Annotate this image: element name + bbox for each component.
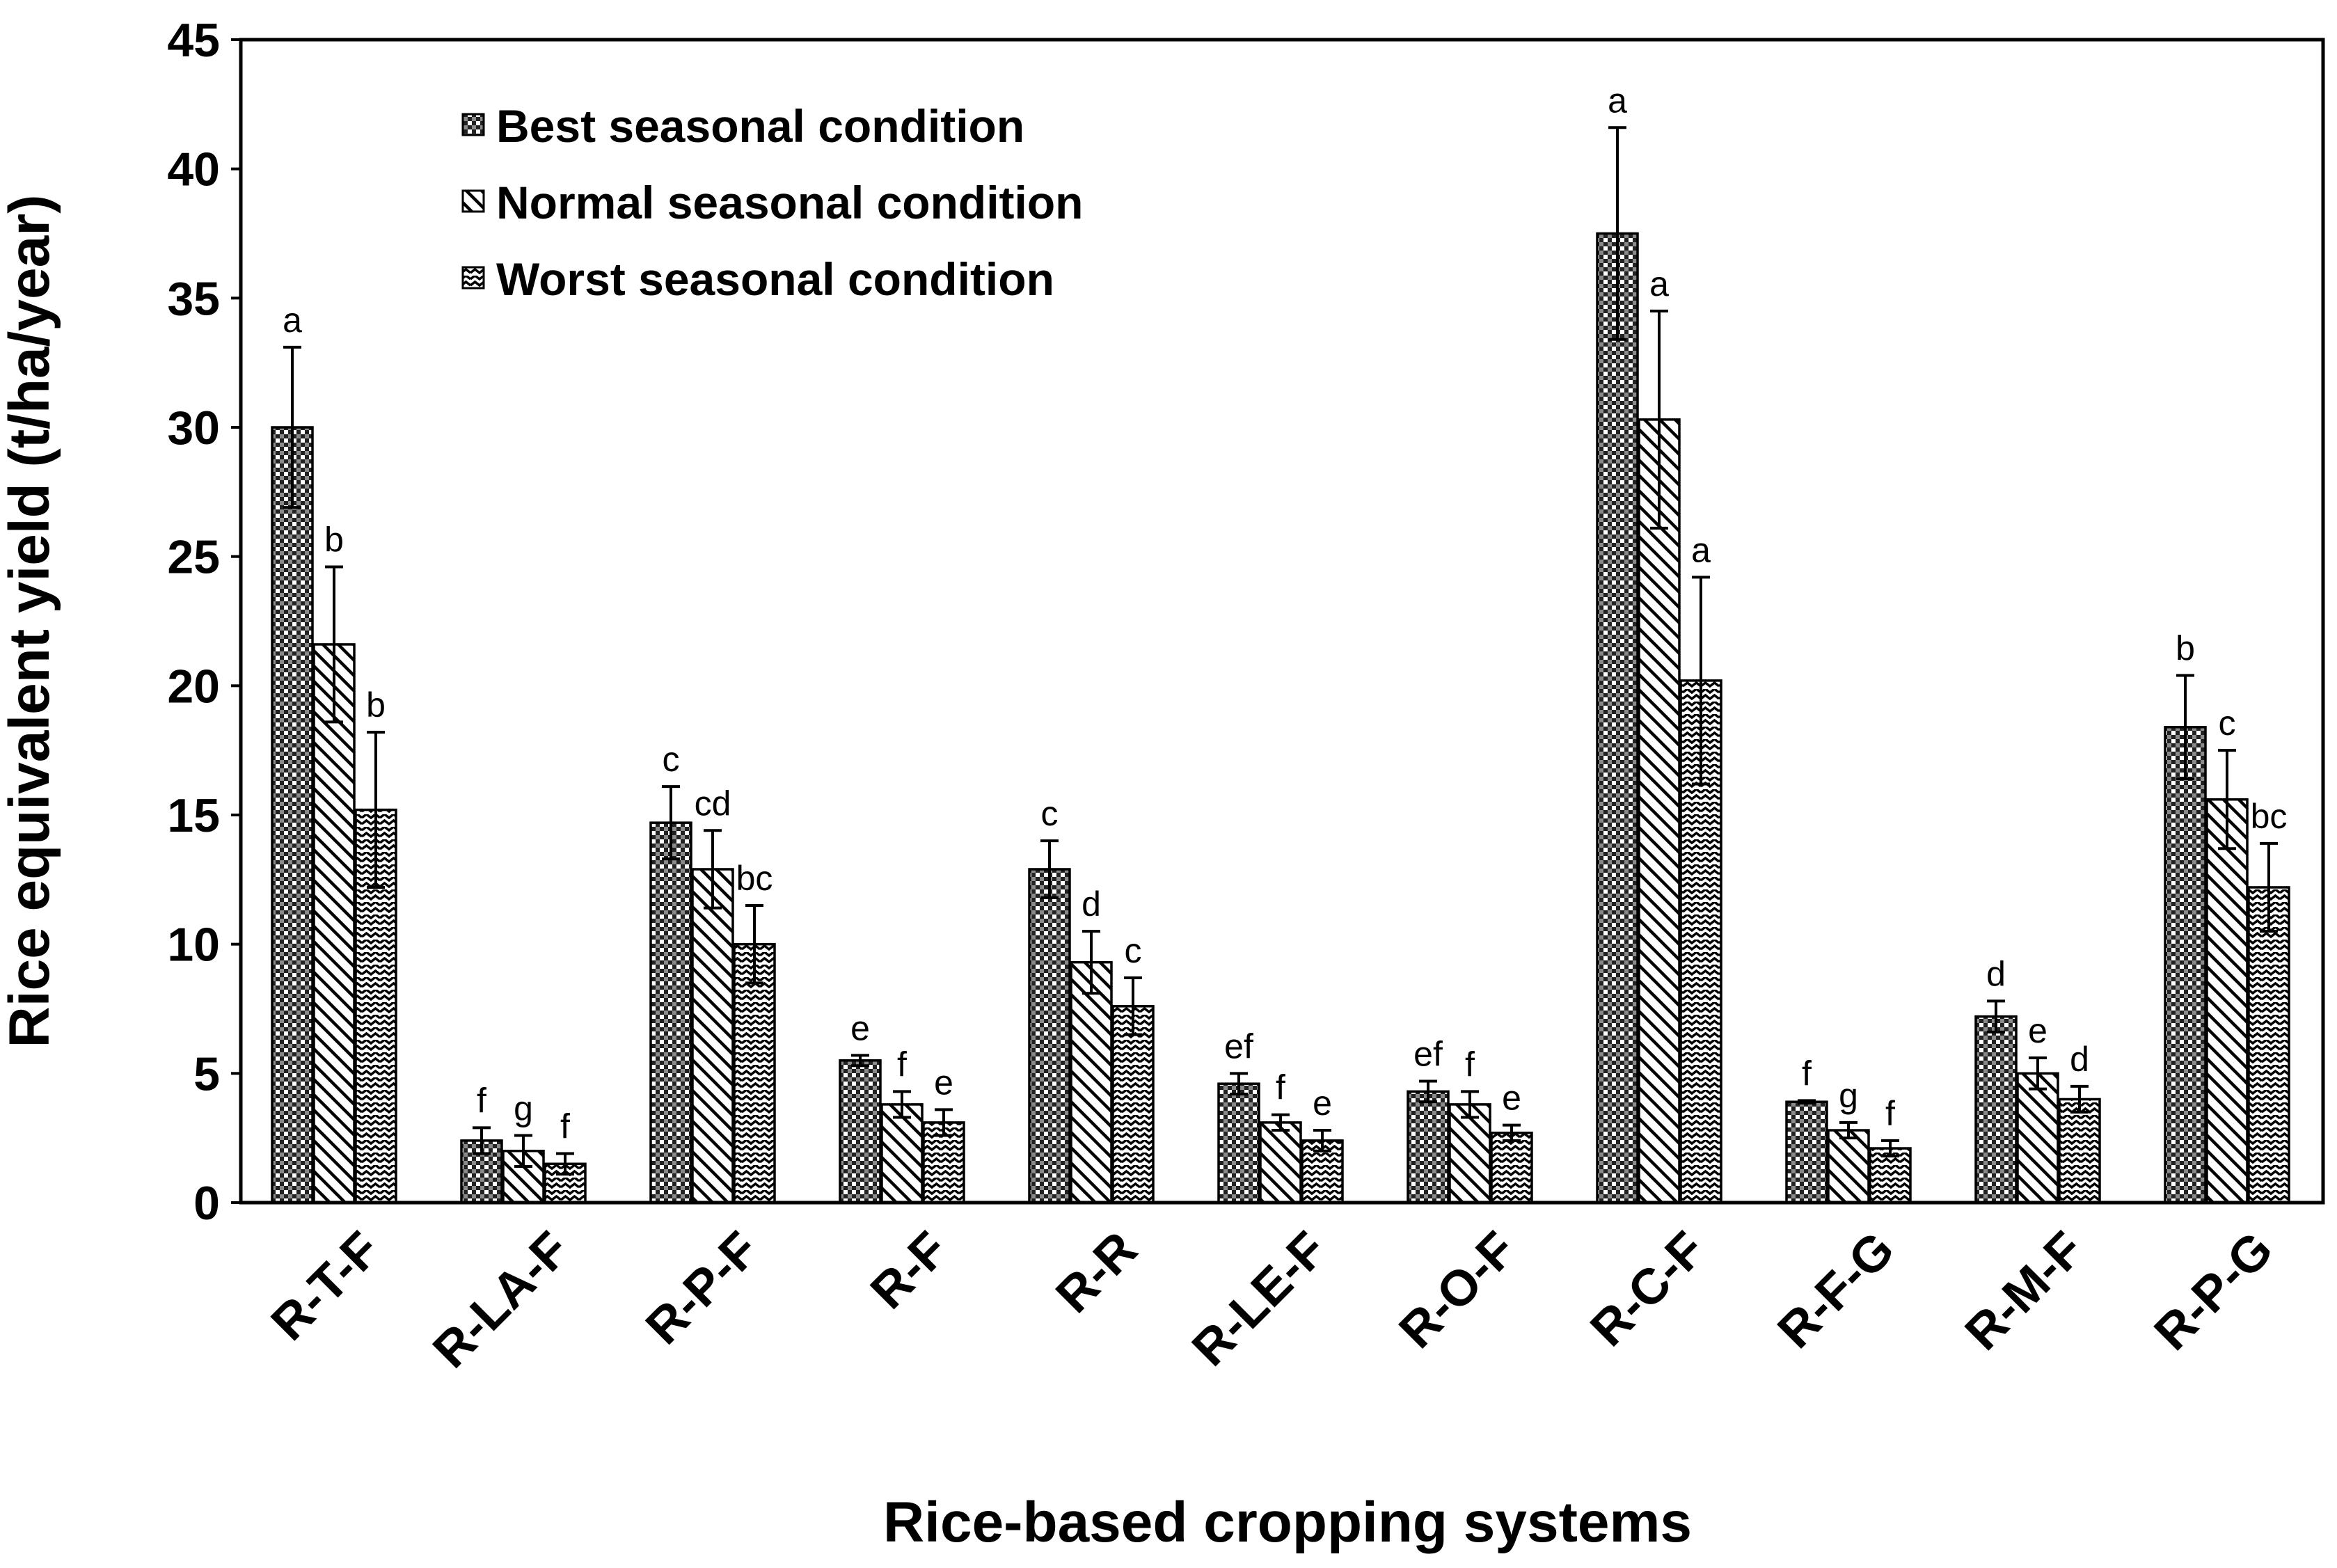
x-tick-label: R-LE-F (1182, 1221, 1337, 1377)
bar-checker (1217, 1082, 1260, 1204)
y-tick-label: 0 (193, 1177, 220, 1230)
bar-diagonal (312, 643, 356, 1204)
bar-diagonal (2016, 1072, 2059, 1204)
significance-letter: f (1802, 1054, 1812, 1093)
significance-letter: bc (2251, 797, 2288, 836)
y-tick-label: 5 (193, 1047, 220, 1100)
y-tick-label: 45 (167, 14, 220, 67)
x-tick-label: R-F (860, 1221, 958, 1320)
significance-letter: a (283, 301, 302, 340)
significance-letter: c (2219, 704, 2236, 743)
y-tick-label: 40 (167, 143, 220, 196)
x-tick-label: R-C-F (1580, 1221, 1716, 1357)
significance-letter: e (2028, 1011, 2047, 1050)
bar-diagonal (1070, 960, 1113, 1204)
significance-letter: f (897, 1045, 907, 1084)
plot-frame (239, 38, 2325, 1205)
legend-swatch-wave (461, 266, 485, 290)
significance-letter: b (366, 686, 386, 724)
significance-letter: d (1986, 954, 2006, 993)
bar-diagonal (880, 1103, 924, 1204)
legend-label: Best seasonal condition (496, 100, 1024, 152)
bar-checker (649, 821, 692, 1204)
y-tick-label: 35 (167, 272, 220, 325)
significance-letter: e (1502, 1079, 1521, 1118)
significance-letter: a (1608, 81, 1627, 120)
bar-wave (1111, 1005, 1155, 1204)
bar-wave (2247, 886, 2290, 1204)
significance-letter: f (1465, 1045, 1475, 1084)
bar-checker (839, 1059, 882, 1204)
significance-letter: c (1125, 931, 1142, 970)
significance-letter: c (663, 740, 680, 779)
x-tick-label: R-P-F (635, 1221, 769, 1355)
significance-letter: f (560, 1107, 570, 1146)
significance-letter: b (2176, 628, 2195, 667)
y-tick-label: 10 (167, 919, 220, 972)
bar-checker (1974, 1015, 2018, 1204)
legend-label: Worst seasonal condition (496, 253, 1054, 305)
legend-label: Normal seasonal condition (496, 177, 1084, 228)
y-tick-label: 25 (167, 531, 220, 584)
significance-letter: f (1885, 1094, 1895, 1133)
bar-diagonal (691, 868, 734, 1204)
significance-letter: cd (695, 784, 731, 823)
x-axis-title: Rice-based cropping systems (883, 1491, 1692, 1554)
y-tick-label: 30 (167, 402, 220, 454)
significance-letter: a (1649, 264, 1669, 303)
significance-letter: f (477, 1081, 486, 1120)
bar-wave (2058, 1098, 2101, 1204)
bar-checker (1407, 1090, 1450, 1204)
significance-letter: d (1082, 885, 1101, 924)
x-tick-label: R-F-G (1767, 1221, 1905, 1359)
y-axis: 0 5 10 15 20 25 30 35 40 45 (167, 14, 241, 1230)
significance-letter: b (324, 521, 344, 560)
significance-letter: g (1839, 1076, 1858, 1115)
x-tick-label: R-R (1045, 1221, 1148, 1324)
bar-checker (2164, 725, 2207, 1204)
significance-letter: g (514, 1088, 533, 1127)
x-tick-label: R-P-G (2144, 1221, 2284, 1361)
significance-letter: a (1691, 530, 1711, 569)
legend: Best seasonal condition Normal seasonal c… (461, 100, 1084, 305)
significance-letter: e (934, 1063, 953, 1102)
x-tick-label: R-LA-F (422, 1221, 580, 1379)
x-tick-label: R-O-F (1388, 1221, 1526, 1359)
x-axis: R-T-F R-LA-F R-P-F R-F R-R R-LE-F R-O-F R-C-F R-… (261, 1221, 2284, 1379)
legend-swatch-checker (461, 113, 485, 136)
significance-letter: ef (1224, 1027, 1253, 1066)
bar-checker (1596, 232, 1639, 1204)
x-tick-label: R-M-F (1955, 1221, 2095, 1361)
significance-letter: ef (1413, 1034, 1443, 1073)
bar-diagonal (1259, 1121, 1302, 1204)
bar-checker (1028, 868, 1071, 1204)
significance-letter: d (2070, 1040, 2089, 1079)
y-tick-label: 15 (167, 789, 220, 842)
significance-letter: f (1276, 1068, 1285, 1107)
bar-diagonal (2205, 798, 2249, 1204)
significance-letter: e (1313, 1084, 1332, 1123)
legend-swatch-diagonal (461, 189, 485, 213)
bar-diagonal (1827, 1129, 1870, 1204)
y-tick-label: 20 (167, 660, 220, 713)
bar-diagonal (1448, 1103, 1491, 1204)
significance-letter: bc (736, 859, 773, 898)
bar-wave (1490, 1131, 1533, 1204)
significance-letter: c (1041, 794, 1059, 833)
bar-checker (1785, 1100, 1828, 1204)
bar-diagonal (1638, 418, 1681, 1204)
significance-letter: e (850, 1008, 870, 1047)
y-axis-title: Rice equivalent yield (t/ha/year) (0, 195, 61, 1048)
x-tick-label: R-T-F (261, 1221, 391, 1352)
bar-checker (271, 426, 314, 1204)
